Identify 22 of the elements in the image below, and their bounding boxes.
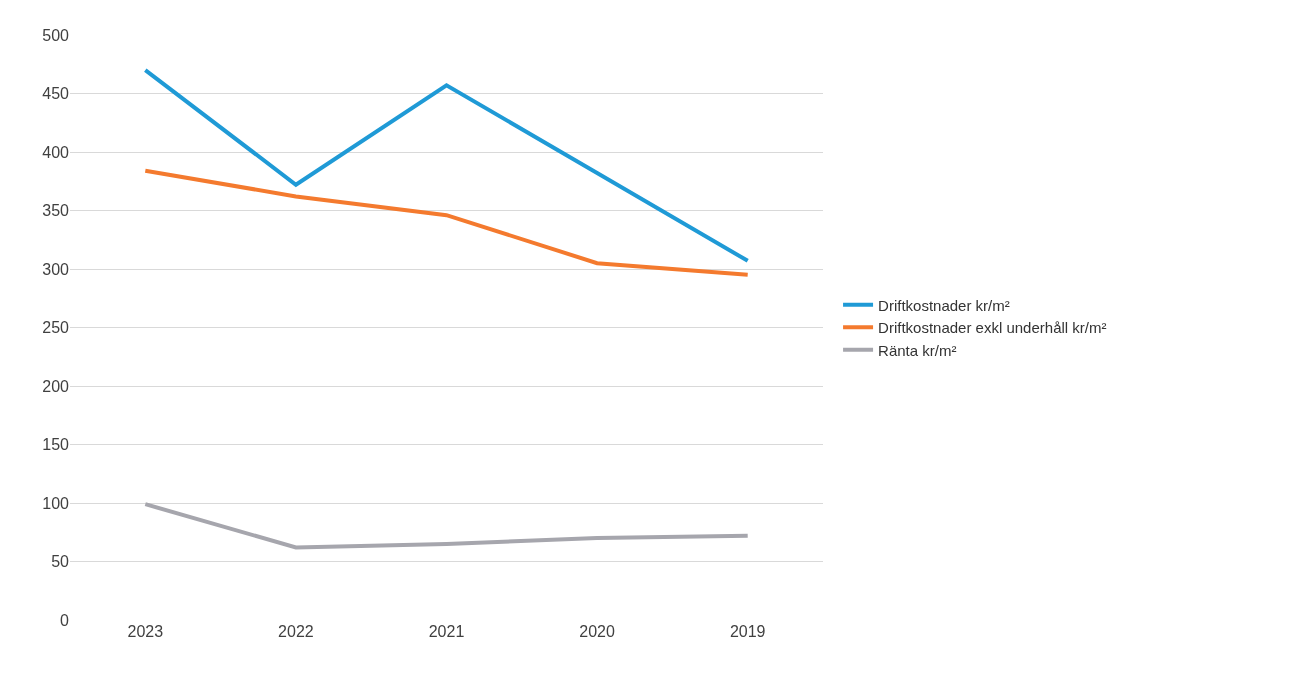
y-tick-label: 500 xyxy=(42,26,70,44)
legend-label: Ränta kr/m² xyxy=(878,341,957,359)
y-tick-label: 250 xyxy=(42,319,70,337)
x-tick-label: 2019 xyxy=(729,623,766,640)
line-series xyxy=(143,502,750,550)
line-series xyxy=(143,68,750,263)
y-tick-label: 450 xyxy=(42,85,70,103)
y-tick-label: 300 xyxy=(42,260,70,278)
legend-label: Driftkostnader kr/m² xyxy=(878,296,1010,314)
y-tick-label: 150 xyxy=(42,436,70,454)
x-tick-label: 2023 xyxy=(127,623,164,640)
y-tick-label: 0 xyxy=(60,611,70,629)
x-tick-label: 2021 xyxy=(428,623,465,640)
y-tick-label: 50 xyxy=(51,553,70,571)
line-series xyxy=(143,168,750,277)
x-tick-label: 2022 xyxy=(278,623,314,640)
y-tick-label: 100 xyxy=(42,494,70,512)
y-tick-label: 200 xyxy=(42,377,70,395)
y-tick-label: 400 xyxy=(42,143,70,161)
y-tick-label: 350 xyxy=(42,202,70,220)
legend-label: Driftkostnader exkl underhåll kr/m² xyxy=(878,319,1107,337)
x-tick-label: 2020 xyxy=(579,623,615,640)
